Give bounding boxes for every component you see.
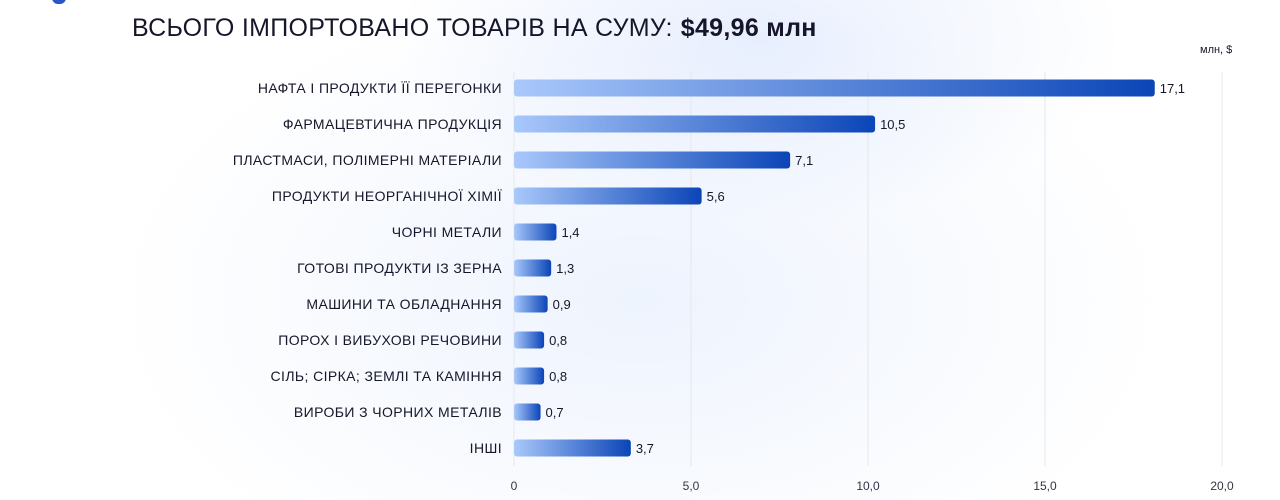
value-label: 0,8 (549, 333, 567, 348)
category-label: ІНШІ (470, 440, 502, 456)
category-label: ВИРОБИ З ЧОРНИХ МЕТАЛІВ (294, 404, 502, 420)
bar (514, 223, 557, 241)
value-label: 0,9 (553, 297, 571, 312)
value-label: 0,7 (546, 405, 564, 420)
value-label: 10,5 (880, 117, 905, 132)
title-amount: $49,96 млн (680, 14, 817, 42)
unit-label: млн, $ (1200, 44, 1233, 56)
category-label: ПРОДУКТИ НЕОРГАНІЧНОЇ ХІМІЇ (272, 188, 502, 204)
bars (514, 79, 1155, 457)
x-tick-label: 20,0 (1210, 479, 1234, 493)
title-text: ВСЬОГО ІМПОРТОВАНО ТОВАРІВ НА СУМУ: (132, 14, 673, 42)
value-label: 5,6 (707, 189, 725, 204)
value-label: 17,1 (1160, 81, 1185, 96)
category-label: НАФТА І ПРОДУКТИ ЇЇ ПЕРЕГОНКИ (258, 80, 502, 96)
category-labels: НАФТА І ПРОДУКТИ ЇЇ ПЕРЕГОНКИ ФАРМАЦЕВТИЧ… (233, 80, 502, 456)
value-labels: 17,1 10,5 7,1 5,6 1,4 1,3 0,9 0,8 0,8 0,7 3,7 (546, 81, 1186, 456)
value-label: 1,3 (556, 261, 574, 276)
logo-icon (52, 0, 66, 4)
category-label: ФАРМАЦЕВТИЧНА ПРОДУКЦІЯ (283, 116, 502, 132)
value-label: 7,1 (795, 153, 813, 168)
category-label: ПЛАСТМАСИ, ПОЛІМЕРНІ МАТЕРІАЛИ (233, 152, 502, 168)
value-label: 0,8 (549, 369, 567, 384)
bar (514, 331, 545, 349)
bar (514, 79, 1155, 97)
bar (514, 439, 631, 457)
value-label: 3,7 (636, 441, 654, 456)
bar (514, 259, 552, 277)
bar (514, 151, 791, 169)
x-tick-label: 15,0 (1033, 479, 1057, 493)
x-tick-label: 0 (511, 479, 518, 493)
chart-title: ВСЬОГО ІМПОРТОВАНО ТОВАРІВ НА СУМУ: $49,9… (132, 14, 817, 43)
bar (514, 295, 548, 313)
x-tick-label: 10,0 (856, 479, 880, 493)
category-label: ГОТОВІ ПРОДУКТИ ІЗ ЗЕРНА (297, 260, 502, 276)
value-label: 1,4 (561, 225, 579, 240)
x-axis-ticks: 0 5,0 10,0 15,0 20,0 (511, 479, 1234, 493)
category-label: ЧОРНІ МЕТАЛИ (392, 224, 502, 240)
category-label: ПОРОХ І ВИБУХОВІ РЕЧОВИНИ (278, 332, 502, 348)
bar (514, 367, 545, 385)
x-tick-label: 5,0 (683, 479, 700, 493)
category-label: МАШИНИ ТА ОБЛАДНАННЯ (306, 296, 502, 312)
bar (514, 115, 876, 133)
category-label: СІЛЬ; СІРКА; ЗЕМЛІ ТА КАМІННЯ (271, 368, 502, 384)
bar (514, 187, 702, 205)
bar (514, 403, 541, 421)
